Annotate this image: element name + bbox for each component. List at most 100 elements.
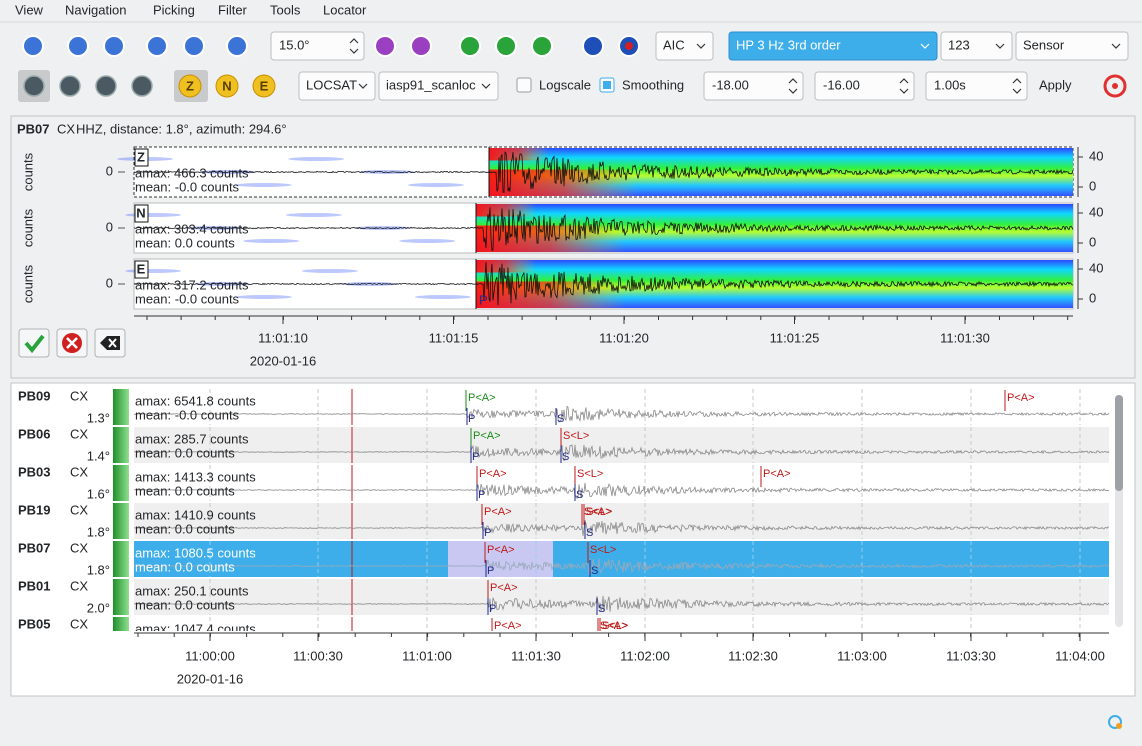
action-button[interactable] bbox=[19, 329, 49, 357]
amax-label: amax: 250.1 counts bbox=[135, 583, 249, 598]
freq-tick-label: 40 bbox=[1089, 148, 1103, 163]
axis-label: counts bbox=[20, 152, 35, 191]
y-tick-label: 0 bbox=[106, 163, 113, 178]
x-tick-label: 11:01:25 bbox=[770, 330, 820, 345]
icon bbox=[1112, 83, 1118, 89]
menu-item[interactable]: Filter bbox=[218, 2, 248, 17]
row-bg[interactable] bbox=[134, 389, 1109, 425]
spectrogram-hot bbox=[476, 204, 536, 217]
pick-label: P bbox=[487, 565, 494, 577]
spectrogram-noise bbox=[125, 213, 181, 217]
row-bg[interactable] bbox=[134, 503, 1109, 539]
spectrogram-noise bbox=[408, 183, 464, 187]
menu-item[interactable]: Picking bbox=[153, 2, 195, 17]
menu-item[interactable]: Locator bbox=[323, 2, 367, 17]
checkbox-label: Logscale bbox=[539, 77, 591, 92]
pick-label: S bbox=[598, 603, 605, 615]
combo-value: iasp91_scanloc bbox=[386, 77, 476, 92]
pick-label: P<A> bbox=[484, 506, 512, 518]
distance-label: 1.3° bbox=[87, 410, 110, 425]
x-tick-label: 11:00:30 bbox=[293, 648, 343, 663]
station-code: PB01 bbox=[18, 578, 51, 593]
amax-label: amax: 6541.8 counts bbox=[135, 393, 256, 408]
icon bbox=[147, 36, 167, 56]
pick-label: S bbox=[586, 527, 593, 539]
station-code: PB06 bbox=[18, 426, 51, 441]
icon bbox=[184, 36, 204, 56]
menu-item[interactable]: Tools bbox=[270, 2, 301, 17]
amax-label: amax: 317.2 counts bbox=[135, 277, 249, 292]
station-code: PB09 bbox=[18, 388, 51, 403]
icon bbox=[96, 76, 116, 96]
amax-label: amax: 303.4 counts bbox=[135, 221, 249, 236]
icon bbox=[375, 36, 395, 56]
station-code: PB05 bbox=[18, 616, 51, 631]
checkbox[interactable] bbox=[517, 78, 531, 92]
axis-label: counts bbox=[20, 208, 35, 247]
pick-label: P<A> bbox=[490, 582, 518, 594]
spectrogram-noise bbox=[302, 269, 358, 273]
freq-tick-label: 0 bbox=[1089, 290, 1096, 305]
x-tick-label: 11:03:00 bbox=[837, 648, 887, 663]
icon bbox=[411, 36, 431, 56]
icon bbox=[532, 36, 552, 56]
pick-label: P bbox=[478, 489, 485, 501]
status-bar bbox=[113, 503, 129, 539]
distance-label: 1.4° bbox=[87, 448, 110, 463]
freq-tick-label: 40 bbox=[1089, 260, 1103, 275]
network-code: CX bbox=[70, 426, 88, 441]
amax-label: amax: 1413.3 counts bbox=[135, 469, 256, 484]
status-bar bbox=[113, 579, 129, 615]
pick-label: P<A> bbox=[763, 468, 791, 480]
pick-label: P bbox=[472, 451, 479, 463]
pick-label: P bbox=[468, 413, 475, 425]
pick-label: P bbox=[484, 527, 491, 539]
icon bbox=[24, 76, 44, 96]
station-code: PB19 bbox=[18, 502, 51, 517]
pick-label: P<A> bbox=[494, 620, 522, 632]
mean-label: mean: 0.0 counts bbox=[135, 483, 235, 498]
combo-value: AIC bbox=[663, 37, 685, 52]
x-tick-label: 11:01:30 bbox=[940, 330, 990, 345]
icon bbox=[132, 76, 152, 96]
row-bg[interactable] bbox=[134, 579, 1109, 615]
pick-label: S<L> bbox=[590, 544, 616, 556]
freq-tick-label: 0 bbox=[1089, 234, 1096, 249]
spectrogram-noise bbox=[236, 295, 292, 299]
mean-label: mean: -0.0 counts bbox=[135, 291, 240, 306]
x-tick-label: 11:03:30 bbox=[946, 648, 996, 663]
stream-info: HHZ, distance: 1.8°, azimuth: 294.6° bbox=[76, 121, 287, 136]
date-label: 2020-01-16 bbox=[250, 353, 317, 368]
spectrogram-noise bbox=[125, 269, 181, 273]
apply-button[interactable]: Apply bbox=[1039, 77, 1072, 92]
icon bbox=[68, 36, 88, 56]
pick-label: P bbox=[479, 292, 488, 307]
pick-label: S bbox=[591, 565, 598, 577]
spinbox-value: 1.00s bbox=[934, 77, 966, 92]
row-bg[interactable] bbox=[134, 541, 1109, 577]
spectrogram-noise bbox=[415, 295, 471, 299]
x-tick-label: 11:00:00 bbox=[185, 648, 235, 663]
mean-label: mean: 0.0 counts bbox=[135, 597, 235, 612]
menu-item[interactable]: Navigation bbox=[65, 2, 126, 17]
icon bbox=[496, 36, 516, 56]
station-rows: PB09 CX1.3° amax: 6541.8 countsmean: -0.0 … bbox=[18, 388, 1109, 653]
mean-label: mean: 0.0 counts bbox=[135, 521, 235, 536]
mean-label: mean: -0.0 counts bbox=[135, 407, 240, 422]
scrollbar-handle[interactable] bbox=[1115, 395, 1123, 491]
pick-label: S<L> bbox=[563, 430, 589, 442]
row-bg[interactable] bbox=[134, 427, 1109, 463]
row-bg[interactable] bbox=[134, 465, 1109, 501]
x-tick-label: 11:01:30 bbox=[511, 648, 561, 663]
icon bbox=[460, 36, 480, 56]
station-code: PB07 bbox=[17, 121, 50, 136]
mean-label: mean: 0.0 counts bbox=[135, 445, 235, 460]
pick-label: P<A> bbox=[468, 392, 496, 404]
spectrogram-noise bbox=[399, 239, 455, 243]
pick-label: S<L> bbox=[577, 468, 603, 480]
pick-label: P<A> bbox=[473, 430, 501, 442]
menu-item[interactable]: View bbox=[15, 2, 44, 17]
combo-value: HP 3 Hz 3rd order bbox=[736, 37, 841, 52]
pick-label: P<A> bbox=[479, 468, 507, 480]
